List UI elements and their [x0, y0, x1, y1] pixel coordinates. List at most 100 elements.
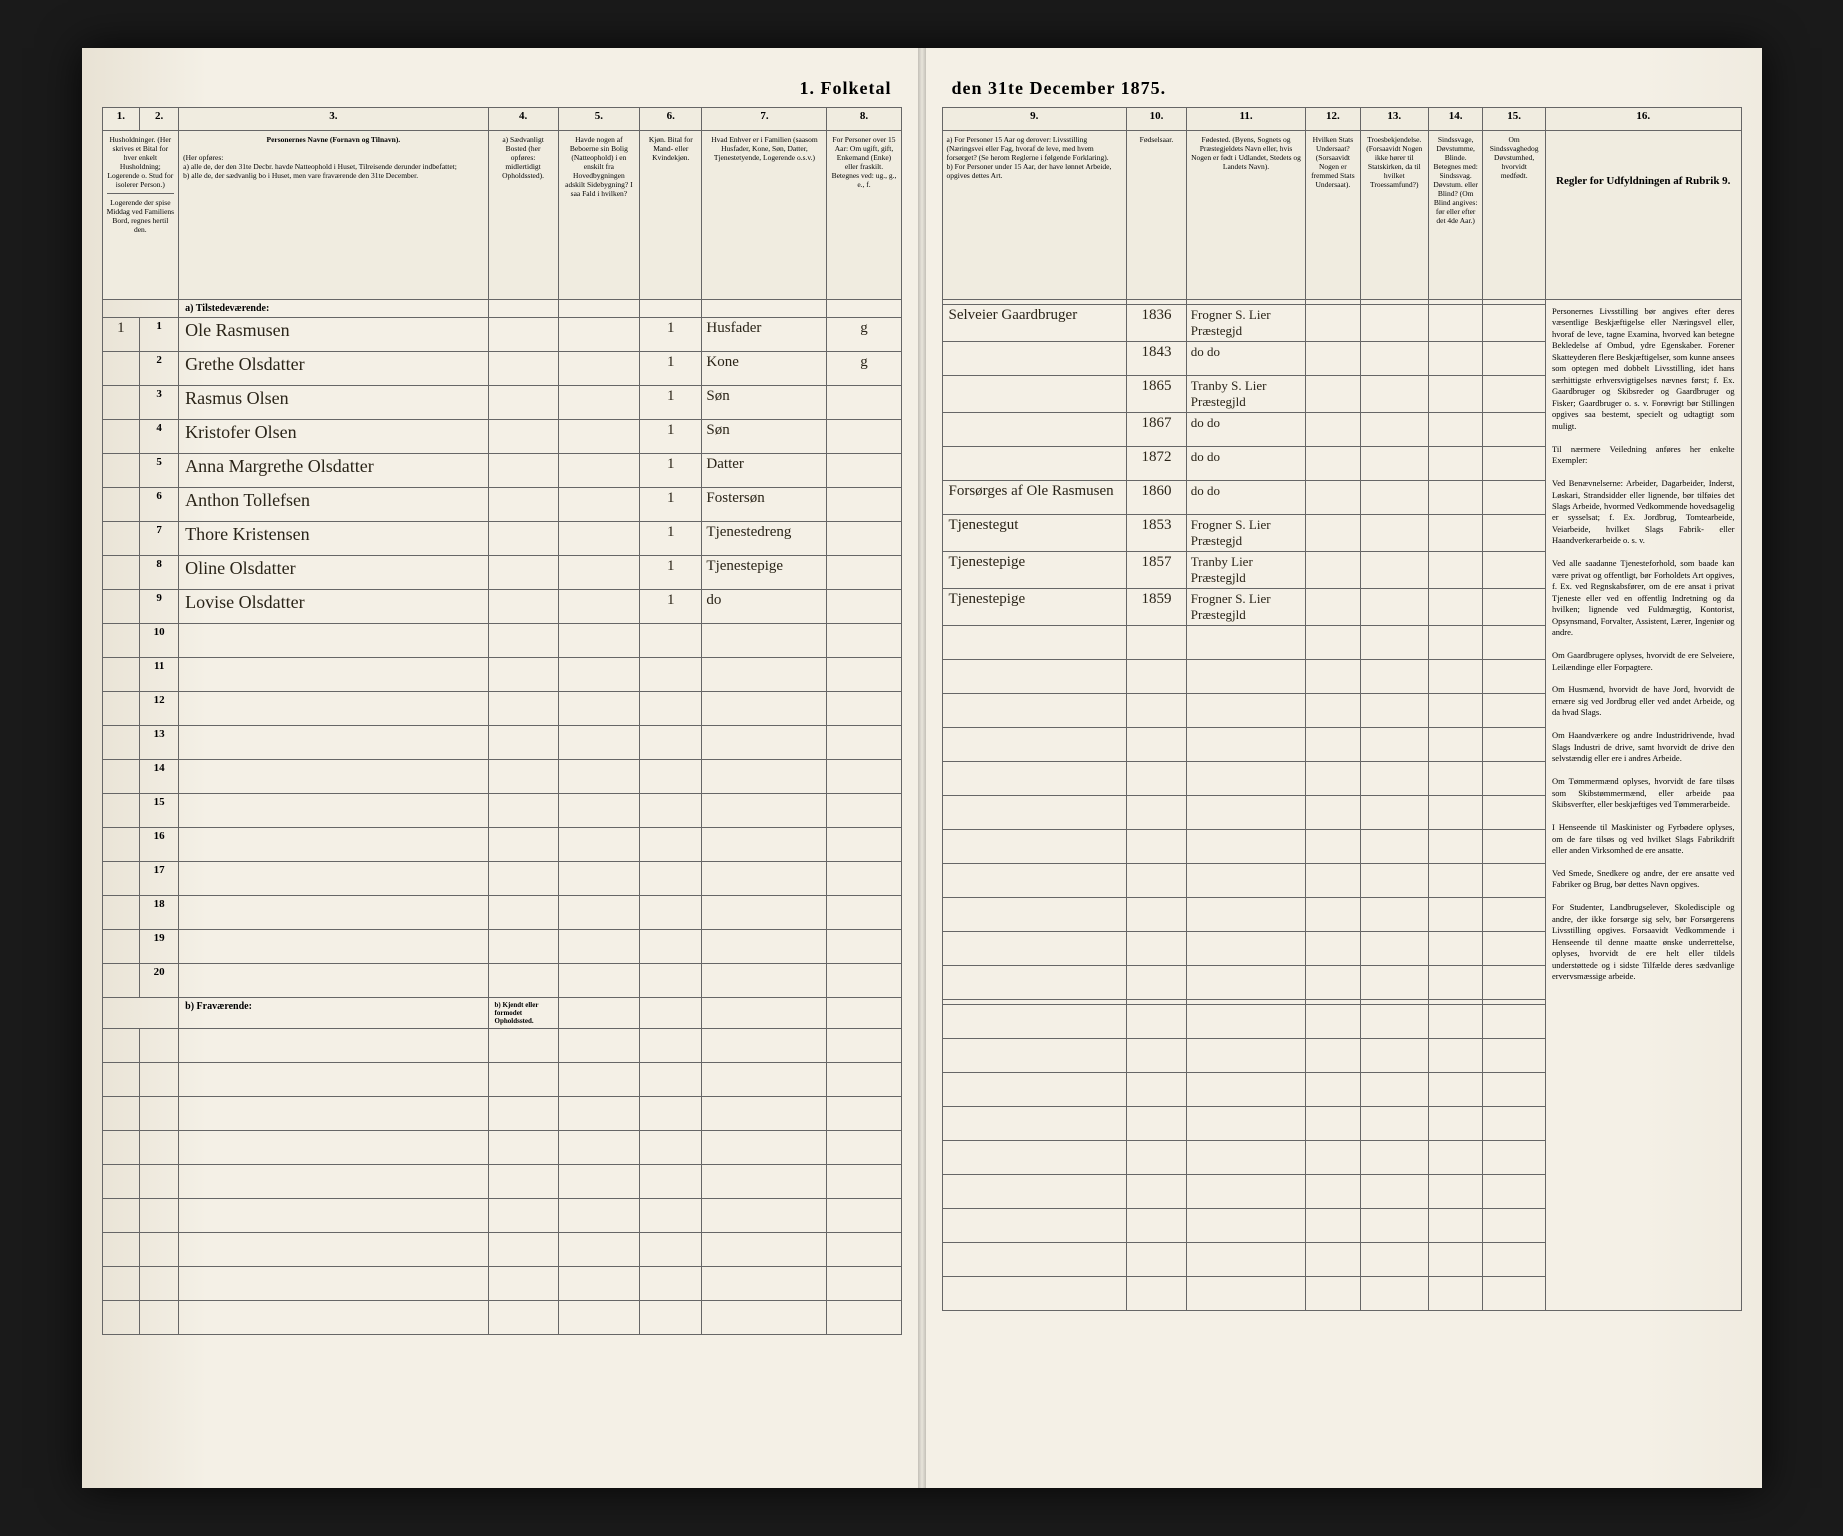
col-num: 13.: [1360, 108, 1429, 131]
marital: g: [827, 352, 901, 386]
occupation: Forsørges af Ole Rasmusen: [942, 481, 1127, 515]
header-households: Husholdninger. (Her skrives et Bital for…: [102, 131, 179, 300]
row-num: 6: [140, 488, 179, 522]
census-row: 7 Thore Kristensen 1 Tjenestedreng: [102, 522, 901, 556]
marital: [827, 488, 901, 522]
person-name: Anna Margrethe Olsdatter: [179, 454, 488, 488]
birth-year: 1859: [1127, 589, 1187, 626]
relation: Husfader: [702, 318, 827, 352]
marital: [827, 420, 901, 454]
row-num: 3: [140, 386, 179, 420]
census-row: 2 Grethe Olsdatter 1 Kone g: [102, 352, 901, 386]
col-num: 8.: [827, 108, 901, 131]
col-num: 16.: [1546, 108, 1742, 131]
header-building: Havde nogen af Beboerne sin Bolig (Natte…: [558, 131, 640, 300]
relation: Tjenestepige: [702, 556, 827, 590]
empty-row: 17: [102, 862, 901, 896]
sex-col: 1: [640, 590, 702, 624]
col-num: 2.: [140, 108, 179, 131]
birth-year: 1853: [1127, 515, 1187, 552]
empty-row: [102, 1165, 901, 1199]
birth-year: 1872: [1127, 447, 1187, 481]
census-row: 5 Anna Margrethe Olsdatter 1 Datter: [102, 454, 901, 488]
col-num: 5.: [558, 108, 640, 131]
birth-place: do do: [1186, 447, 1305, 481]
occupation: [942, 342, 1127, 376]
census-book: 1. Folketal 1. 2. 3. 4. 5. 6. 7.: [82, 48, 1762, 1488]
birth-place: do do: [1186, 481, 1305, 515]
row-num: 4: [140, 420, 179, 454]
empty-row: [102, 1233, 901, 1267]
title-left: 1. Folketal: [102, 78, 902, 99]
household-num: [102, 488, 140, 522]
birth-year: 1836: [1127, 305, 1187, 342]
marital: [827, 556, 901, 590]
birth-place: do do: [1186, 413, 1305, 447]
person-name: Kristofer Olsen: [179, 420, 488, 454]
census-row: 9 Lovise Olsdatter 1 do: [102, 590, 901, 624]
col-num: 9.: [942, 108, 1127, 131]
birth-year: 1867: [1127, 413, 1187, 447]
header-citizenship: Hvilken Stats Undersaat? (Sorsaavidt Nog…: [1306, 131, 1360, 300]
row-num: 9: [140, 590, 179, 624]
header-religion: Troesbekjendelse. (Forsaavidt Nogen ikke…: [1360, 131, 1429, 300]
empty-row: 14: [102, 760, 901, 794]
sex-col: 1: [640, 556, 702, 590]
empty-row: 11: [102, 658, 901, 692]
census-row: 1 1 Ole Rasmusen 1 Husfader g: [102, 318, 901, 352]
page-container: 1. Folketal 1. 2. 3. 4. 5. 6. 7.: [0, 0, 1843, 1536]
empty-row: [102, 1199, 901, 1233]
header-birthyear: Fødselsaar.: [1127, 131, 1187, 300]
row-num: 5: [140, 454, 179, 488]
row-num: 2: [140, 352, 179, 386]
row-num: 7: [140, 522, 179, 556]
relation: Søn: [702, 420, 827, 454]
occupation: Tjenestepige: [942, 552, 1127, 589]
header-residence: a) Sædvanligt Bosted (her opføres: midle…: [488, 131, 558, 300]
sex-col: 1: [640, 488, 702, 522]
col-num: 6.: [640, 108, 702, 131]
title-right: den 31te December 1875.: [942, 78, 1742, 99]
header-marital: For Personer over 15 Aar: Om ugift, gift…: [827, 131, 901, 300]
sex-col: 1: [640, 352, 702, 386]
person-name: Thore Kristensen: [179, 522, 488, 556]
marital: g: [827, 318, 901, 352]
empty-row: 16: [102, 828, 901, 862]
occupation: Selveier Gaardbruger: [942, 305, 1127, 342]
header-sex: Kjøn. Bital for Mand- eller Kvindekjøn.: [640, 131, 702, 300]
relation: Søn: [702, 386, 827, 420]
household-num: 1: [102, 318, 140, 352]
person-name: Rasmus Olsen: [179, 386, 488, 420]
census-row: 3 Rasmus Olsen 1 Søn: [102, 386, 901, 420]
relation: Fostersøn: [702, 488, 827, 522]
household-num: [102, 352, 140, 386]
header-disability: Sindssvage, Døvstumme, Blinde. Betegnes …: [1429, 131, 1483, 300]
left-table: 1. 2. 3. 4. 5. 6. 7. 8. Husholdninger. (…: [102, 107, 902, 1335]
person-name: Anthon Tollefsen: [179, 488, 488, 522]
col-num: 15.: [1483, 108, 1546, 131]
empty-row: 20: [102, 964, 901, 998]
section-absent: b) Fraværende:: [179, 998, 488, 1029]
census-row: 8 Oline Olsdatter 1 Tjenestepige: [102, 556, 901, 590]
census-row: 4 Kristofer Olsen 1 Søn: [102, 420, 901, 454]
col-num: 11.: [1186, 108, 1305, 131]
col-num: 14.: [1429, 108, 1483, 131]
section-present: a) Tilstedeværende:: [179, 300, 488, 318]
birth-place: Tranby Lier Præstegjld: [1186, 552, 1305, 589]
birth-place: do do: [1186, 342, 1305, 376]
empty-row: [102, 1029, 901, 1063]
col-num: 3.: [179, 108, 488, 131]
empty-row: 19: [102, 930, 901, 964]
empty-row: [102, 1097, 901, 1131]
col-num: 7.: [702, 108, 827, 131]
birth-place: Tranby S. Lier Præstegjld: [1186, 376, 1305, 413]
header-names: Personernes Navne (Fornavn og Tilnavn). …: [179, 131, 488, 300]
empty-row: [102, 1301, 901, 1335]
birth-year: 1857: [1127, 552, 1187, 589]
col-num: 10.: [1127, 108, 1187, 131]
marital: [827, 386, 901, 420]
person-name: Ole Rasmusen: [179, 318, 488, 352]
person-name: Lovise Olsdatter: [179, 590, 488, 624]
left-page: 1. Folketal 1. 2. 3. 4. 5. 6. 7.: [82, 48, 922, 1488]
household-num: [102, 590, 140, 624]
